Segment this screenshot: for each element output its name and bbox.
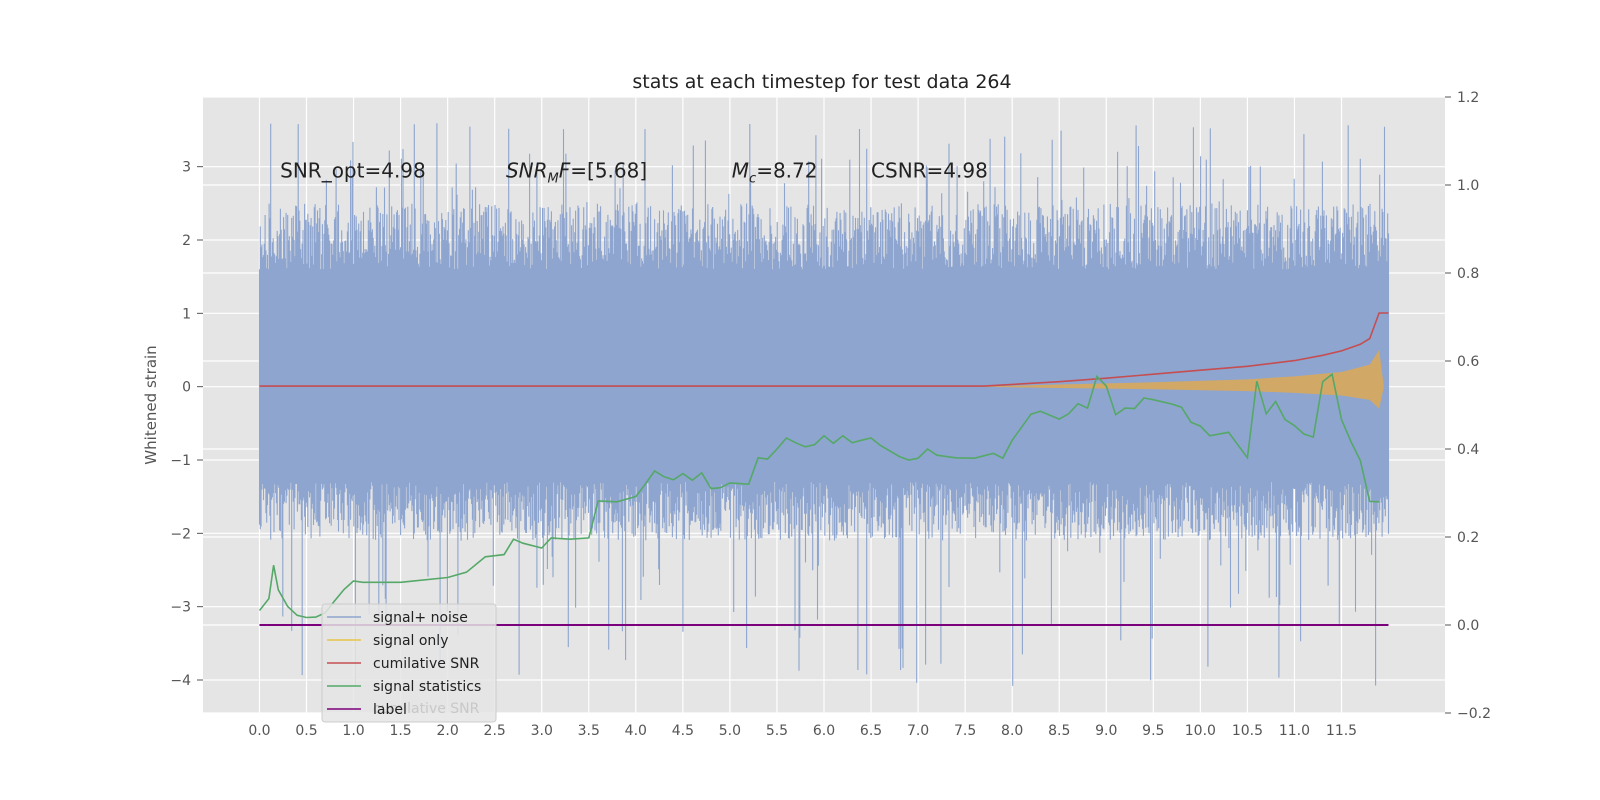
y2-tick-label: 1.0	[1457, 178, 1479, 194]
x-tick-label: 11.5	[1326, 723, 1357, 739]
y2-tick-label: 0.0	[1457, 618, 1479, 634]
x-tick-label: 1.0	[342, 723, 364, 739]
y-tick-label: 2	[182, 233, 191, 249]
x-tick-label: 4.0	[625, 723, 647, 739]
x-tick-label: 1.5	[389, 723, 411, 739]
signal-only-series	[974, 350, 1384, 409]
y-axis-label: Whitened strain	[142, 345, 160, 464]
annotation-chirp-mass: Mc=8.72	[732, 159, 818, 187]
legend-entry: signal only	[373, 633, 448, 649]
signal-noise-series	[258, 123, 1390, 686]
x-tick-label: 3.0	[531, 723, 553, 739]
legend-box	[321, 603, 497, 723]
cumulative-snr-series	[259, 312, 1389, 387]
legend-ghost-text: cumilative SNR	[373, 701, 480, 717]
y2-tick-label: 0.2	[1457, 530, 1479, 546]
legend: cumilative SNR signal+ noise signal only c…	[321, 603, 497, 723]
x-tick-label: 9.0	[1095, 723, 1117, 739]
y2-tick-label: 0.8	[1457, 266, 1479, 282]
x-tick-label: 5.0	[719, 723, 741, 739]
annotations: SNR_opt=4.98 SNRMF=[5.68] Mc=8.72 CSNR=4…	[280, 159, 988, 187]
x-tick-label: 2.5	[484, 723, 506, 739]
x-tick-label: 7.0	[907, 723, 929, 739]
x-tick-label: 6.5	[860, 723, 882, 739]
x-tick-label: 7.5	[954, 723, 976, 739]
x-tick-label: 8.5	[1048, 723, 1070, 739]
x-tick-label: 4.5	[672, 723, 694, 739]
x-tick-label: 8.0	[1001, 723, 1023, 739]
x-tick-label: 2.0	[437, 723, 459, 739]
y-tick-label: 0	[182, 380, 191, 396]
y2-tick-label: 1.2	[1457, 90, 1479, 106]
x-tick-label: 6.0	[813, 723, 835, 739]
annotation-csnr: CSNR=4.98	[871, 159, 988, 183]
y-tick-label: −4	[170, 673, 191, 689]
y-tick-label: −1	[170, 453, 191, 469]
y2-tick-label: 0.4	[1457, 442, 1479, 458]
y2-tick-label: 0.6	[1457, 354, 1479, 370]
y-tick-label: 3	[182, 160, 191, 176]
annotation-snr-opt: SNR_opt=4.98	[280, 159, 426, 183]
legend-entry: label	[373, 702, 407, 718]
y2-tick-label: −0.2	[1457, 706, 1491, 722]
x-tick-label: 5.5	[766, 723, 788, 739]
x-tick-label: 10.0	[1185, 723, 1216, 739]
y-tick-label: 1	[182, 306, 191, 322]
y-tick-label: −3	[170, 600, 191, 616]
legend-entry: signal+ noise	[373, 610, 468, 626]
y-tick-label: −2	[170, 526, 191, 542]
x-tick-label: 9.5	[1142, 723, 1164, 739]
x-tick-label: 0.0	[248, 723, 270, 739]
annotation-snr-mf: SNRMF=[5.68]	[506, 159, 647, 187]
x-tick-label: 10.5	[1232, 723, 1263, 739]
legend-entry: signal statistics	[373, 679, 481, 695]
x-tick-label: 11.0	[1279, 723, 1310, 739]
chart-title: stats at each timestep for test data 264	[632, 71, 1011, 93]
legend-entry: cumilative SNR	[373, 656, 480, 672]
x-tick-label: 0.5	[295, 723, 317, 739]
signal-statistics-series	[258, 372, 1380, 619]
axis-ticks: 0.0 0.5 1.0 1.5 2.0 2.5 3.0 3.5 4.0 4.5 5.0 5.5 6.0 6…	[170, 90, 1491, 739]
x-tick-label: 3.5	[578, 723, 600, 739]
